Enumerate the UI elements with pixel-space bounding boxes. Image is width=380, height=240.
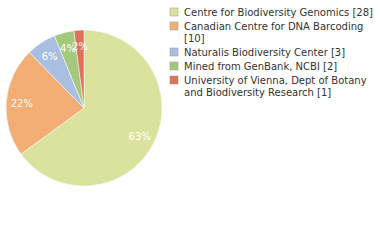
legend-label: Centre for Biodiversity Genomics [28] <box>184 7 373 18</box>
legend-label: University of Vienna, Dept of Botanyand … <box>184 75 367 98</box>
legend-label: Canadian Centre for DNA Barcoding[10] <box>184 21 363 44</box>
legend-swatch <box>170 76 178 84</box>
legend-swatch <box>170 48 178 56</box>
legend-swatch <box>170 22 178 30</box>
legend: Centre for Biodiversity Genomics [28] Can… <box>170 7 373 98</box>
legend-label: Mined from GenBank, NCBI [2] <box>184 61 337 72</box>
chart: 63%22%6%4%2%Centre for Biodiversity Geno… <box>0 0 380 240</box>
data-label: 2% <box>72 41 88 52</box>
data-label: 6% <box>42 51 58 62</box>
legend-swatch <box>170 62 178 70</box>
legend-swatch <box>170 8 178 16</box>
data-label: 22% <box>11 98 33 109</box>
legend-label: Naturalis Biodiversity Center [3] <box>184 47 345 58</box>
data-labels: 63%22%6%4%2% <box>11 41 151 143</box>
data-label: 63% <box>129 131 151 142</box>
pie <box>6 30 162 186</box>
